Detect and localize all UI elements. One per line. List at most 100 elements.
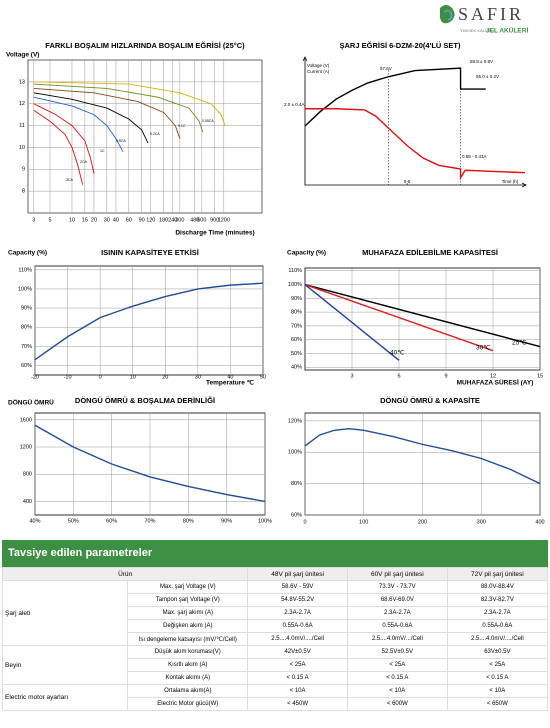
value-cell: 88.0V-88.4V — [446, 580, 549, 594]
header-cell: Ürün — [1, 567, 249, 581]
header-row: Ürün 48V pil şarj ünitesi 60V pil şarj üni… — [1, 567, 549, 581]
table: Ürün 48V pil şarj ünitesi 60V pil şarj üni… — [1, 567, 549, 711]
value-cell: 2.5....4.0mV/..../Cell — [247, 632, 348, 646]
y-tick-label: 13 — [19, 79, 25, 85]
series-label: 2CA — [80, 160, 87, 164]
table-title: Tavsiye edilen parametreler — [2, 540, 548, 567]
data-line — [305, 108, 526, 181]
value-cell: < 10A — [346, 684, 448, 698]
x-tick-label: 15 — [82, 217, 88, 223]
y-tick-label: 100% — [288, 450, 302, 456]
y-tick-label: 100% — [18, 286, 32, 292]
group-cell: Beyin — [1, 645, 129, 685]
data-line — [33, 109, 84, 185]
series-label: 25℃ — [512, 340, 527, 347]
value-cell: < 25A — [346, 658, 448, 672]
value-cell: < 0.15 A — [247, 671, 348, 685]
param-cell: Isı dengeleme katsayısı (mV/℃/Cell) — [127, 632, 249, 646]
data-line — [33, 83, 204, 133]
value-cell: < 450W — [247, 697, 348, 711]
data-line — [33, 87, 181, 139]
y-tick-label: 60% — [291, 512, 302, 518]
table-row: Kontak akımı (A) < 0.15 A < 0.15 A < 0.15 A — [3, 671, 549, 685]
x-axis-label: Time (h) — [502, 179, 519, 184]
y-tick-label: 50% — [291, 351, 302, 357]
chart-title: DÖNGÜ ÖMRÜ & BOŞALMA DERİNLİĞİ — [75, 396, 215, 405]
series-label: 0.2CA — [150, 132, 160, 136]
param-cell: Electric Motor gücü(W) — [127, 697, 249, 711]
series-label: 0.1C — [178, 124, 186, 128]
y-tick-label: 40% — [291, 365, 302, 371]
x-tick-label: 3 — [32, 217, 35, 223]
y2-axis-label: Current (A) — [307, 69, 330, 74]
x-tick-label: 300 — [175, 217, 184, 223]
x-tick-label: 30 — [195, 374, 201, 380]
data-line — [304, 67, 486, 127]
y-tick-label: 80% — [291, 310, 302, 316]
x-tick-label: -20 — [31, 374, 39, 380]
axis-arrow — [302, 56, 527, 188]
data-line — [304, 283, 494, 352]
x-tick-label: -10 — [64, 374, 72, 380]
x-tick-label: 40% — [29, 518, 40, 524]
value-cell: 58.6V - 59V — [247, 580, 348, 594]
annotation: 0.58 - 0.43A — [462, 154, 487, 159]
value-cell: < 0.15 A — [346, 671, 448, 685]
chart-title: ŞARJ EĞRİSİ 6-DZM-20(4'LÜ SET) — [340, 41, 461, 50]
x-tick-label: 900 — [210, 217, 219, 223]
x-tick-label: 50% — [68, 518, 79, 524]
chart-title: FARKLI BOŞALIM HIZLARINDA BOŞALIM EĞRİSİ… — [45, 41, 245, 50]
y-tick-label: 80% — [291, 481, 302, 487]
annotation: 57.6V — [380, 66, 392, 71]
x-tick-label: 5 — [48, 217, 51, 223]
y-tick-label: 60% — [21, 363, 32, 369]
param-cell: Değişken akım (A) — [127, 619, 249, 633]
product: JEL AKÜLERİ — [486, 26, 528, 35]
series-label: 30℃ — [476, 345, 491, 352]
y-tick-label: 100% — [288, 282, 302, 288]
param-cell: Kontak akımı (A) — [127, 671, 249, 685]
header-cell: 72V pil şarj ünitesi — [446, 567, 549, 581]
annotation: 2.0 ± 0.4A — [284, 102, 304, 107]
axis — [304, 58, 525, 186]
plot-frame — [304, 267, 541, 371]
x-tick-label: 20 — [162, 374, 168, 380]
y-tick-label: 110% — [288, 268, 302, 274]
y-tick-label: 1600 — [20, 417, 32, 423]
y-tick-label: 10 — [19, 145, 25, 151]
y-tick-label: 70% — [21, 344, 32, 350]
tagline: YÜKSEK KALİTELİ — [460, 28, 494, 33]
y-tick-label: 11 — [19, 123, 25, 129]
value-cell: 2.3A-2.7A — [446, 606, 549, 620]
x-tick-label: 300 — [477, 519, 486, 525]
x-tick-label: 0 — [99, 374, 102, 380]
data-line — [304, 427, 541, 485]
x-tick-label: 20 — [91, 217, 97, 223]
value-cell: 82.3V-82.7V — [446, 593, 549, 607]
value-cell: 68.6V-69.0V — [346, 593, 448, 607]
y-tick-label: 9 — [22, 167, 25, 173]
parameter-table: Tavsiye edilen parametreler Ürün 48V pil ş… — [1, 540, 549, 711]
annotation: 55.0 ± 0.2V — [476, 74, 499, 79]
table-row: Kısıtlı akım (A) < 25A < 25A < 25A — [3, 658, 549, 672]
x-tick-label: 12 — [490, 373, 496, 379]
x-tick-label: 60% — [106, 518, 117, 524]
x-tick-label: 40 — [227, 374, 233, 380]
x-tick-label: 5-8 — [404, 179, 411, 184]
series-label: 3CA — [66, 178, 73, 182]
x-tick-label: 400 — [535, 519, 544, 525]
chart-title: ISININ KAPASİTEYE ETKİSİ — [101, 248, 199, 257]
data-line — [33, 92, 149, 144]
data-line — [33, 96, 124, 153]
group-cell: Şarj aleti — [1, 580, 129, 646]
x-tick-label: 40 — [113, 217, 119, 223]
value-cell: 0.55A-0.6A — [346, 619, 448, 633]
value-cell: 63V±0.5V — [446, 645, 549, 659]
x-tick-label: 0 — [303, 519, 306, 525]
data-line — [33, 103, 95, 174]
table-row: Beyin Düşük akım koruması(V) 42V±0.5V 52.5V… — [1, 645, 549, 685]
table-row: Electric Motor gücü(W) < 450W < 600W < 650W — [3, 697, 549, 711]
x-tick-label: 480 — [190, 217, 199, 223]
x-tick-label: 9 — [444, 373, 447, 379]
